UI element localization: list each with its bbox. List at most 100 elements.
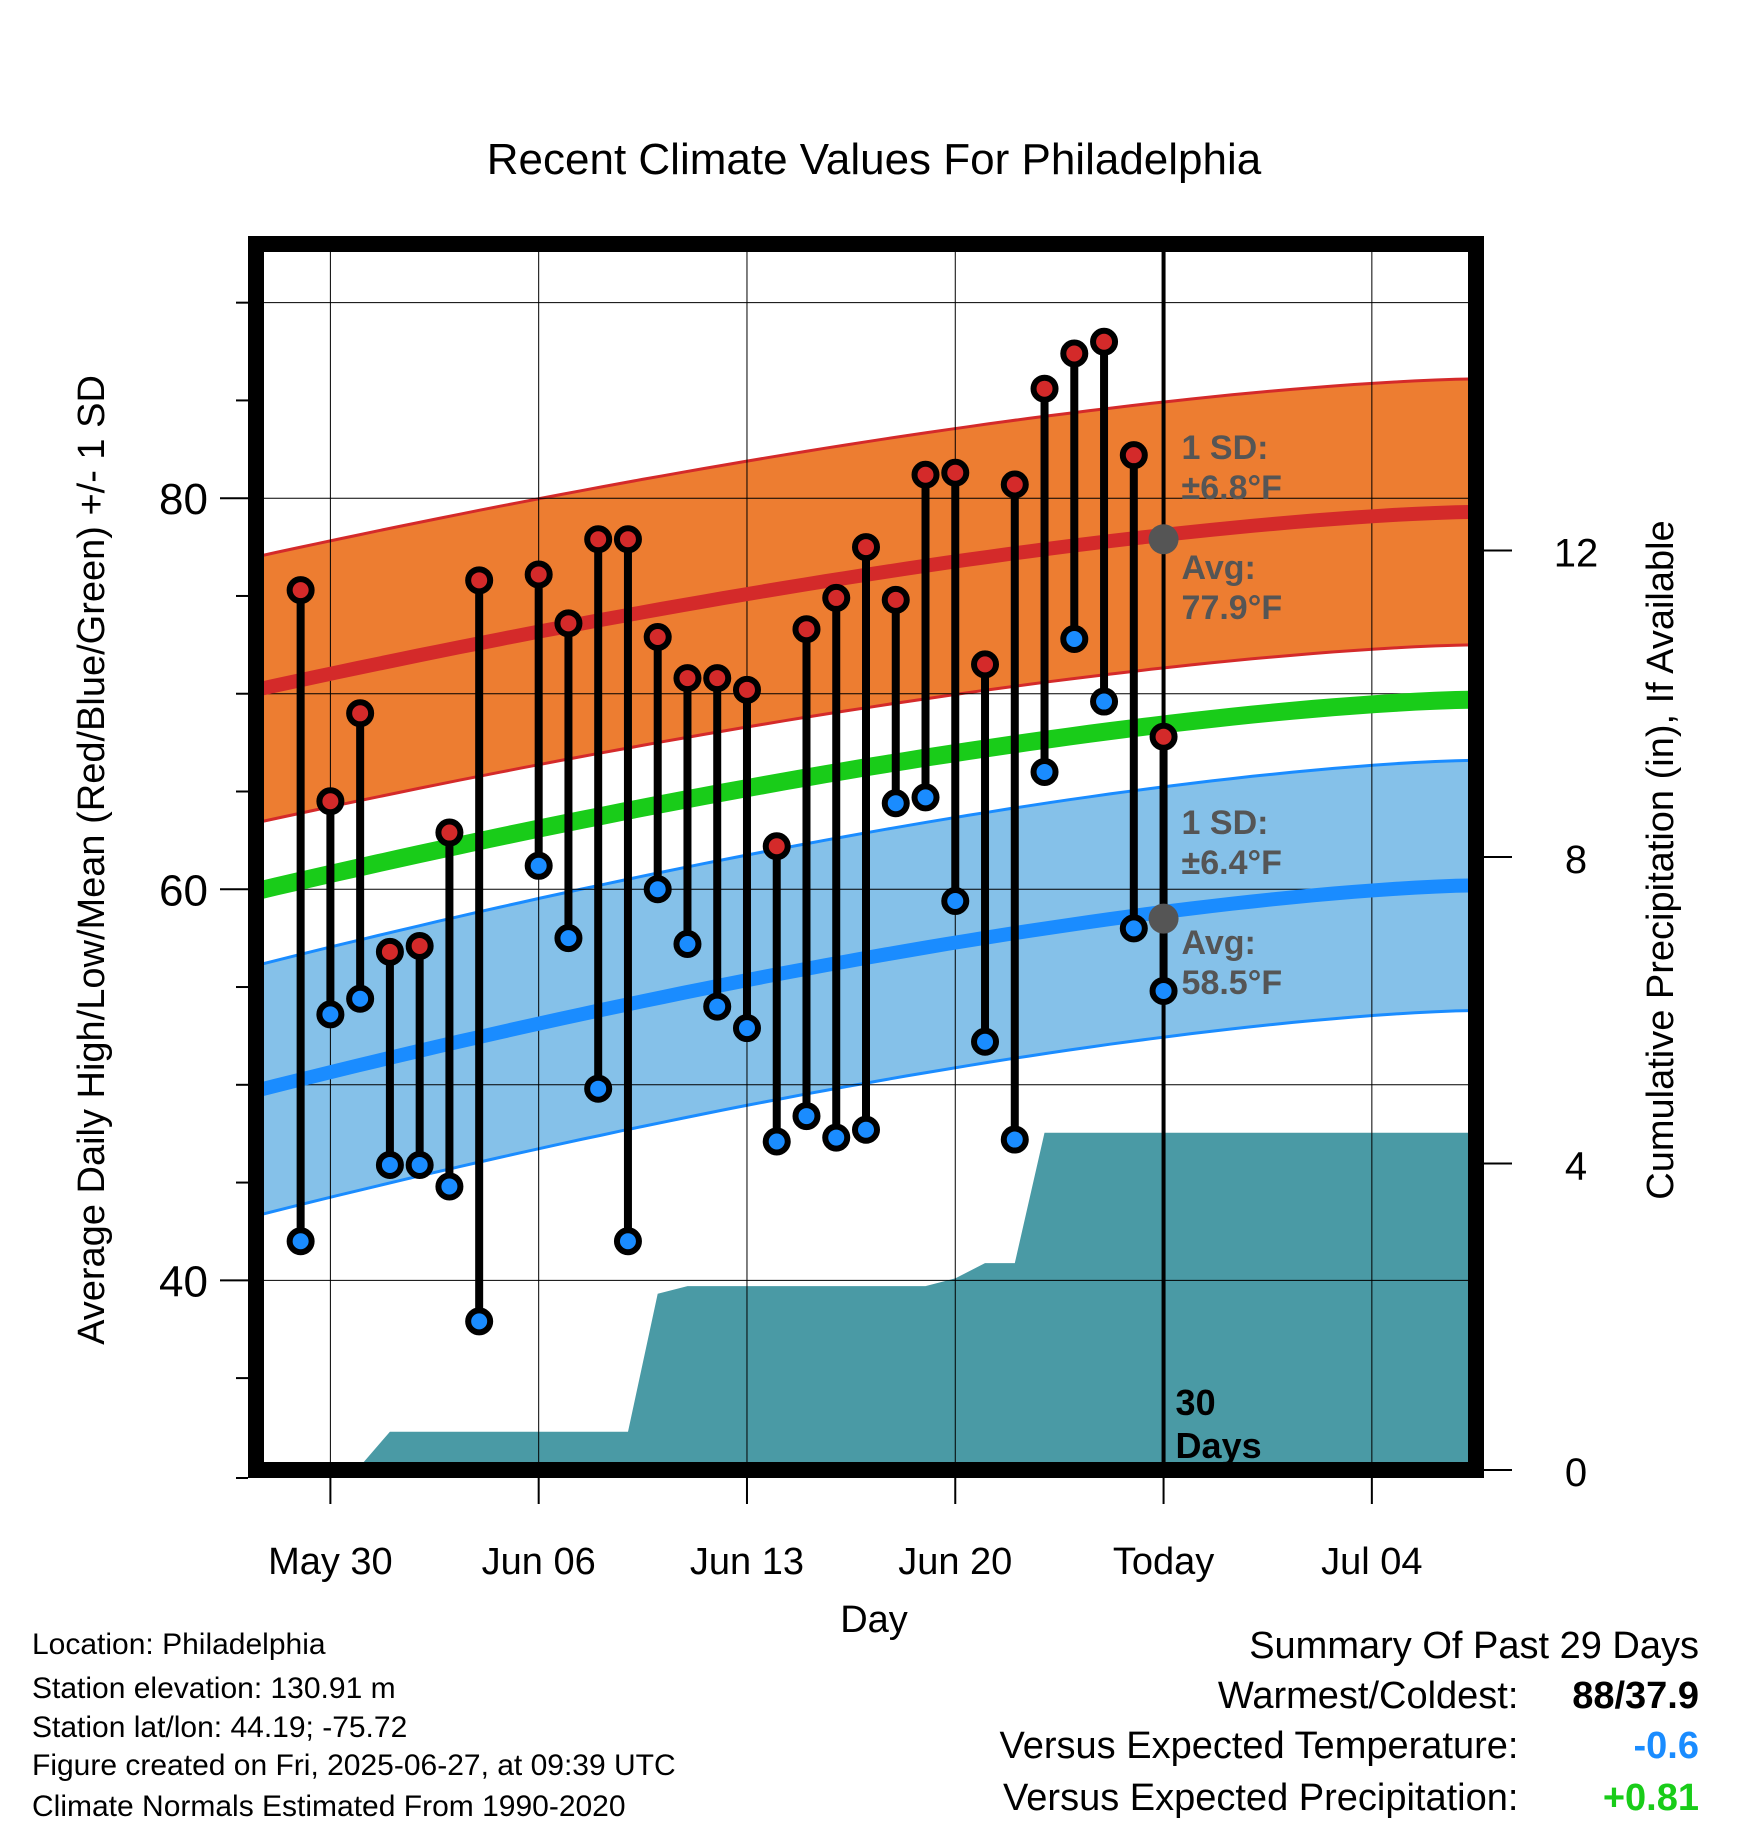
low-avg-value-label: 58.5°F bbox=[1182, 964, 1283, 1002]
daily-low-point bbox=[286, 1227, 315, 1256]
y2-tick-label: 0 bbox=[1565, 1451, 1587, 1495]
daily-low-point bbox=[911, 783, 940, 812]
daily-high-point bbox=[584, 525, 613, 554]
x-tick-label: Jun 06 bbox=[482, 1541, 596, 1583]
normal-high-upper-edge bbox=[256, 377, 1476, 559]
daily-high-point bbox=[435, 818, 464, 847]
daily-low-point bbox=[703, 992, 732, 1021]
x-tick-label: Jul 04 bbox=[1321, 1541, 1422, 1583]
daily-low-point bbox=[822, 1123, 851, 1152]
daily-high-point bbox=[524, 560, 553, 589]
daily-high-point bbox=[732, 675, 761, 704]
daily-low-point bbox=[1000, 1125, 1029, 1154]
today-days-label-line1: 30 bbox=[1176, 1382, 1216, 1423]
daily-low-point bbox=[405, 1150, 434, 1179]
daily-low-point bbox=[673, 930, 702, 959]
daily-low-point bbox=[1030, 757, 1059, 786]
daily-high-point bbox=[852, 533, 880, 562]
summary-warmest: Warmest/Coldest: 88/37.9 bbox=[1218, 1673, 1699, 1719]
x-axis-label: Day bbox=[840, 1599, 908, 1641]
daily-high-point bbox=[1119, 441, 1148, 470]
high-sd-value-label: ±6.8°F bbox=[1182, 469, 1282, 507]
daily-high-point bbox=[465, 566, 494, 595]
daily-high-point bbox=[316, 787, 345, 816]
daily-low-point bbox=[316, 1000, 345, 1029]
plot-area bbox=[256, 244, 1476, 1470]
summary-precip-value: +0.81 bbox=[1602, 1777, 1699, 1819]
daily-high-point bbox=[1090, 327, 1119, 356]
daily-high-point bbox=[405, 931, 434, 960]
daily-low-point bbox=[613, 1227, 642, 1256]
x-tick-label: Jun 13 bbox=[690, 1541, 804, 1583]
y2-axis-label: Cumulative Precipitation (in), If Availa… bbox=[1640, 520, 1682, 1199]
daily-high-point bbox=[286, 576, 315, 605]
info-created: Figure created on Fri, 2025-06-27, at 09… bbox=[32, 1749, 676, 1782]
plot-frame bbox=[248, 236, 1484, 1478]
summary-temp-label: Versus Expected Temperature: bbox=[999, 1725, 1519, 1767]
daily-low-point bbox=[1119, 914, 1148, 943]
daily-high-point bbox=[822, 583, 851, 612]
y-tick-label: 60 bbox=[159, 866, 208, 915]
daily-high-point bbox=[375, 937, 404, 966]
daily-high-point bbox=[971, 650, 1000, 679]
high-avg-label: Avg: bbox=[1182, 549, 1256, 587]
summary-precip: Versus Expected Precipitation: +0.81 bbox=[1003, 1775, 1699, 1821]
daily-high-point bbox=[554, 609, 583, 638]
daily-high-point bbox=[911, 460, 940, 489]
y2-tick-label: 4 bbox=[1565, 1145, 1587, 1189]
summary-title: Summary Of Past 29 Days bbox=[1249, 1625, 1699, 1667]
today-high-avg-marker bbox=[1148, 524, 1179, 555]
chart-title: Recent Climate Values For Philadelphia bbox=[487, 135, 1262, 184]
summary-warmest-value: 88/37.9 bbox=[1572, 1675, 1699, 1717]
daily-low-point bbox=[524, 851, 553, 880]
today-days-label-line2: Days bbox=[1176, 1425, 1262, 1466]
daily-high-point bbox=[346, 699, 375, 728]
daily-low-point bbox=[971, 1027, 1000, 1056]
daily-low-point bbox=[1060, 624, 1089, 653]
y-tick-label: 80 bbox=[159, 475, 208, 524]
low-avg-label: Avg: bbox=[1182, 924, 1256, 962]
summary-warmest-label: Warmest/Coldest: bbox=[1217, 1675, 1519, 1717]
daily-high-point bbox=[941, 458, 970, 487]
low-sd-value-label: ±6.4°F bbox=[1182, 844, 1282, 882]
daily-low-point bbox=[465, 1307, 494, 1336]
precip-area bbox=[256, 1132, 1476, 1470]
daily-high-point bbox=[881, 585, 910, 614]
daily-low-point bbox=[435, 1172, 464, 1201]
low-sd-label: 1 SD: bbox=[1182, 804, 1269, 842]
daily-high-point bbox=[762, 832, 791, 861]
today-low-avg-marker bbox=[1148, 903, 1179, 934]
daily-low-point bbox=[346, 984, 375, 1013]
summary-temp-value: -0.6 bbox=[1633, 1725, 1699, 1767]
y2-tick-label: 8 bbox=[1565, 838, 1587, 882]
daily-high-point bbox=[1030, 374, 1059, 403]
daily-low-point bbox=[881, 789, 910, 818]
daily-high-point bbox=[643, 623, 672, 652]
y2-tick-label: 12 bbox=[1554, 532, 1599, 576]
daily-high-point bbox=[613, 525, 642, 554]
summary-temp: Versus Expected Temperature: -0.6 bbox=[1000, 1723, 1699, 1769]
daily-low-point bbox=[584, 1074, 613, 1103]
daily-low-point bbox=[941, 886, 970, 915]
x-tick-label: May 30 bbox=[268, 1541, 393, 1583]
info-location: Location: Philadelphia bbox=[32, 1628, 326, 1661]
info-latlon: Station lat/lon: 44.19; -75.72 bbox=[32, 1711, 408, 1744]
daily-low-point bbox=[762, 1127, 791, 1156]
y-tick-label: 40 bbox=[159, 1257, 208, 1306]
daily-high-point bbox=[1149, 722, 1178, 751]
daily-high-point bbox=[1060, 339, 1089, 368]
high-avg-value-label: 77.9°F bbox=[1182, 589, 1283, 627]
daily-high-point bbox=[1000, 470, 1029, 499]
daily-high-point bbox=[703, 664, 732, 693]
daily-low-point bbox=[554, 924, 583, 953]
summary-precip-label: Versus Expected Precipitation: bbox=[1003, 1777, 1519, 1819]
daily-low-point bbox=[792, 1102, 821, 1131]
info-normals: Climate Normals Estimated From 1990-2020 bbox=[32, 1790, 626, 1823]
x-tick-label: Today bbox=[1113, 1541, 1214, 1583]
info-elevation: Station elevation: 130.91 m bbox=[32, 1672, 396, 1705]
daily-high-point bbox=[673, 664, 702, 693]
daily-low-point bbox=[375, 1150, 404, 1179]
daily-low-point bbox=[1090, 687, 1119, 716]
y-axis-label: Average Daily High/Low/Mean (Red/Blue/Gr… bbox=[71, 375, 113, 1345]
daily-low-point bbox=[643, 875, 672, 904]
